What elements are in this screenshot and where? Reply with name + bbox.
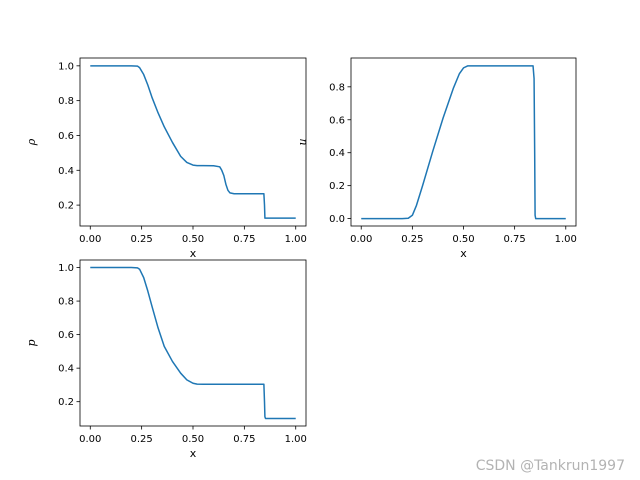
- y-tick-label: 0.4: [329, 148, 345, 159]
- x-tick-label: 0.50: [452, 234, 474, 245]
- x-tick-label: 0.00: [350, 234, 372, 245]
- x-tick-label: 0.00: [79, 434, 101, 445]
- y-tick-label: 0.2: [58, 201, 74, 212]
- x-tick-label: 0.75: [233, 234, 255, 245]
- y-tick-label: 0.6: [329, 115, 345, 126]
- y-axis-label: ρ: [25, 138, 38, 146]
- x-tick-label: 1.00: [285, 434, 307, 445]
- y-tick-label: 0.4: [58, 364, 74, 375]
- y-tick-label: 0.4: [58, 166, 74, 177]
- y-axis-label: u: [296, 138, 309, 145]
- x-tick-label: 0.00: [79, 234, 101, 245]
- x-tick-label: 0.25: [401, 234, 423, 245]
- y-tick-label: 0.8: [58, 297, 74, 308]
- x-tick-label: 0.50: [182, 234, 204, 245]
- x-tick-label: 0.75: [233, 434, 255, 445]
- watermark: CSDN @Tankrun1997: [475, 458, 625, 474]
- x-tick-label: 0.25: [131, 234, 153, 245]
- pressure-panel: 0.00 0.25 0.50 0.75 1.00 0.2 0.4 0.6 0.8 1.0 x p: [25, 259, 307, 460]
- y-axis-label: p: [25, 339, 38, 346]
- y-tick-label: 0.2: [58, 397, 74, 408]
- x-axis-label: x: [190, 247, 197, 260]
- panels: 0.00 0.25 0.50 0.75 1.000.20.40.60.81.0xρ0.0…: [25, 57, 577, 460]
- velocity-panel: 0.00 0.25 0.50 0.75 1.00 0.0 0.2 0.4 0.6 0.8 x u: [296, 57, 577, 260]
- y-tick-label: 1.0: [58, 61, 74, 72]
- y-tick-label: 0.8: [329, 82, 345, 93]
- x-axis-label: x: [460, 247, 467, 260]
- y-tick-label: 0.6: [58, 131, 74, 142]
- series-line: [90, 65, 296, 219]
- y-tick-label: 0.2: [329, 181, 345, 192]
- x-tick-label: 0.50: [182, 434, 204, 445]
- x-tick-label: 1.00: [285, 234, 307, 245]
- series-line: [90, 266, 296, 420]
- series-line: [361, 65, 566, 220]
- x-tick-label: 0.75: [504, 234, 526, 245]
- y-tick-label: 0.0: [329, 214, 345, 225]
- density-panel: 0.00 0.25 0.50 0.75 1.00 0.2 0.4 0.6 0.8 1.0 x ρ: [25, 57, 307, 260]
- x-tick-label: 0.25: [131, 434, 153, 445]
- y-tick-label: 0.8: [58, 96, 74, 107]
- y-tick-label: 1.0: [58, 263, 74, 274]
- y-tick-label: 0.6: [58, 330, 74, 341]
- x-tick-label: 1.00: [555, 234, 577, 245]
- x-axis-label: x: [190, 447, 197, 460]
